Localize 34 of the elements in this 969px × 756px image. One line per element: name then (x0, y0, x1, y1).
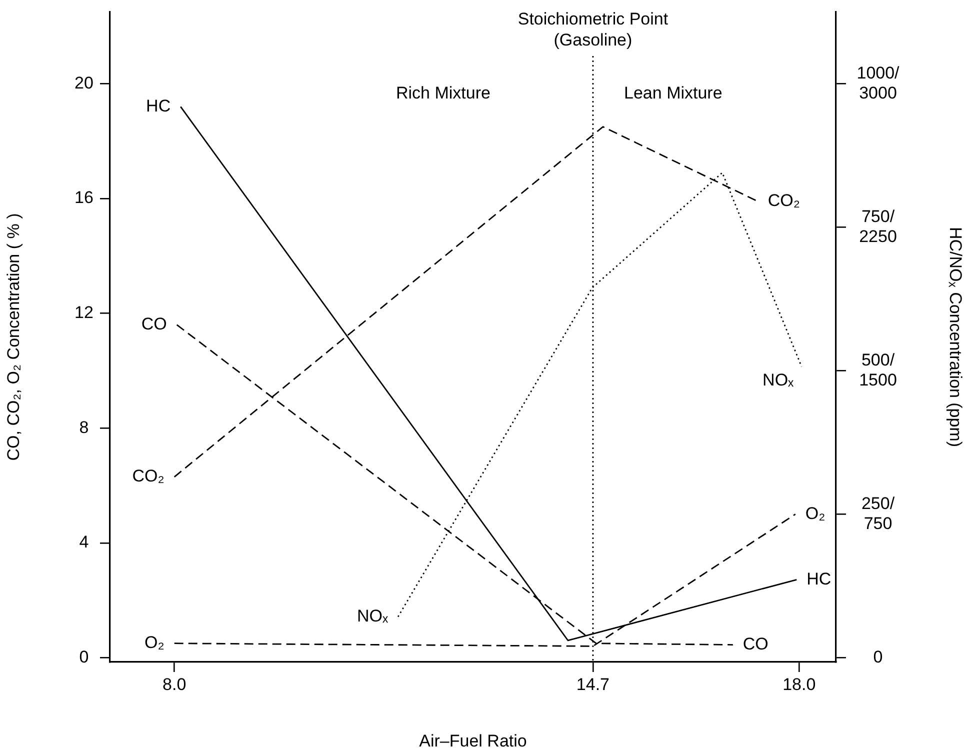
y3-tick-label: 2250 (859, 226, 897, 246)
annotation: Lean Mixture (624, 84, 722, 103)
series-label: O₂ (144, 633, 164, 652)
x-tick-label: 18.0 (782, 674, 816, 694)
text: O₂ (805, 504, 826, 523)
annotation: Rich Mixture (396, 84, 490, 103)
series-label: CO (742, 634, 768, 654)
y-tick-label: 4 (79, 532, 89, 552)
text: CO₂ (768, 191, 800, 210)
text: HC (806, 569, 832, 588)
y2-tick-label: 500/ (861, 350, 895, 370)
text: CO (141, 314, 167, 334)
ref-line-label: Stoichiometric Point (Gasoline) (518, 10, 668, 50)
y-tick-label: 12 (74, 303, 94, 322)
y2-axis-title: HC/NOₓ Concentration (ppm) (946, 226, 966, 448)
y-tick-label: 20 (74, 73, 94, 92)
y-axis-title: CO, CO₂, O₂ Concentration ( % ) (4, 213, 23, 461)
y2-tick-label: 1000/ (856, 63, 900, 82)
x-tick-label: 14.7 (576, 674, 610, 694)
y3-tick-label: 1500 (859, 370, 897, 390)
x-tick-label: 8.0 (162, 674, 186, 694)
y3-tick-label: 3000 (859, 83, 897, 102)
text: NOₓ (356, 606, 388, 626)
series-label: NOₓ (762, 370, 794, 390)
y-tick-label: 8 (79, 418, 89, 437)
series-label: CO₂ (132, 466, 164, 486)
series-label: HC (146, 96, 171, 116)
y3-tick-label: 750 (864, 514, 892, 533)
y-tick-label: 0 (79, 647, 89, 666)
y2-tick-label: 250/ (861, 494, 895, 513)
y2-tick-label: 0 (873, 647, 883, 666)
x-axis-title: Air–Fuel Ratio (419, 731, 527, 750)
y2-tick-label: 750/ (861, 206, 895, 226)
y-tick-label: 16 (74, 188, 94, 208)
